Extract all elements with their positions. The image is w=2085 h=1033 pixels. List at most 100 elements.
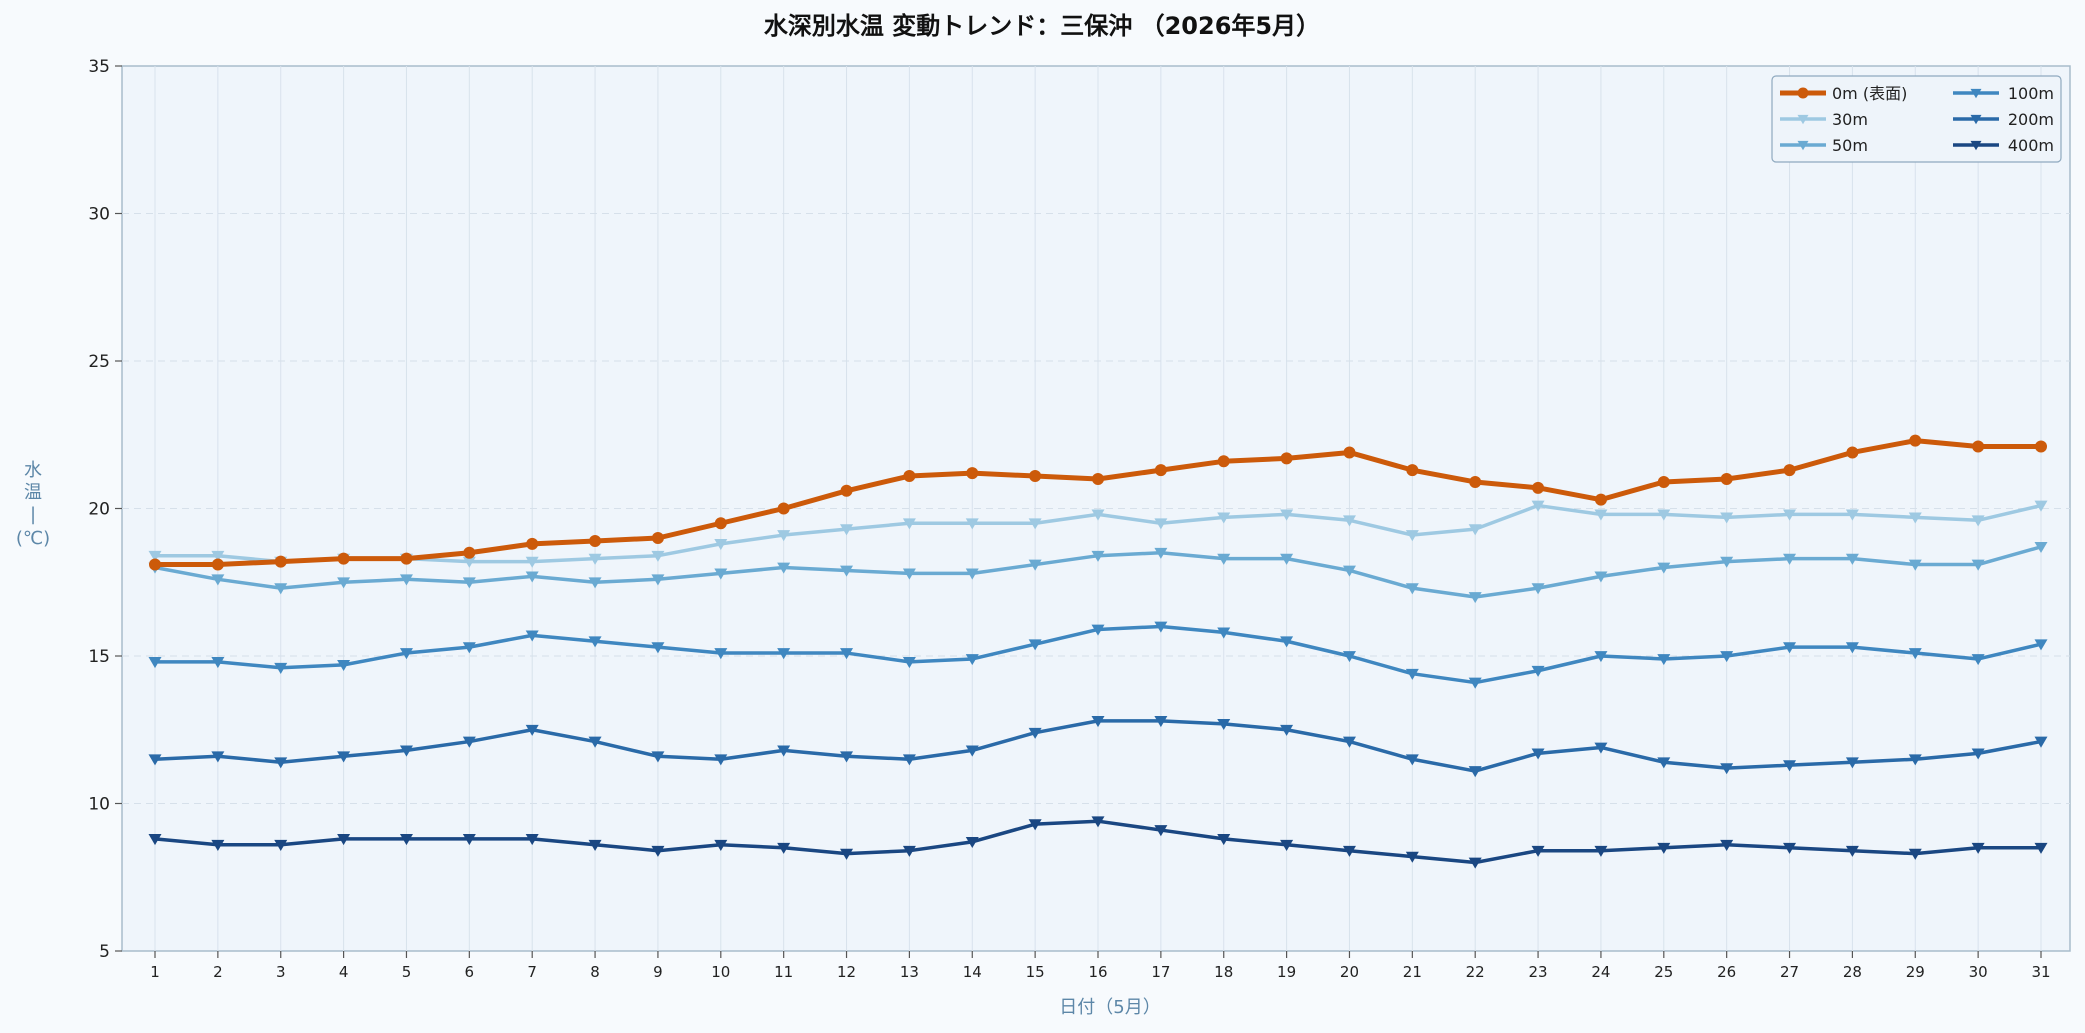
data-point bbox=[1971, 748, 1985, 760]
data-point bbox=[2034, 500, 2048, 512]
series bbox=[148, 621, 2048, 689]
y-tick-label: 35 bbox=[88, 57, 110, 77]
data-point bbox=[525, 571, 539, 583]
data-point bbox=[1280, 452, 1293, 465]
data-point bbox=[589, 534, 602, 547]
data-point bbox=[1028, 639, 1042, 651]
data-point bbox=[1531, 665, 1545, 677]
data-point bbox=[588, 636, 602, 648]
data-point bbox=[588, 577, 602, 589]
data-point bbox=[525, 834, 539, 846]
data-point bbox=[399, 745, 413, 757]
data-point bbox=[1028, 727, 1042, 739]
x-tick-label: 9 bbox=[653, 963, 663, 981]
data-point bbox=[1971, 515, 1985, 527]
x-tick-label: 25 bbox=[1654, 963, 1673, 981]
data-point bbox=[588, 839, 602, 851]
data-point bbox=[274, 555, 287, 568]
data-point bbox=[714, 568, 728, 580]
data-point bbox=[651, 532, 664, 544]
data-point bbox=[1845, 845, 1859, 857]
data-point bbox=[399, 574, 413, 586]
data-point bbox=[1783, 760, 1797, 772]
data-point bbox=[840, 484, 853, 497]
data-point bbox=[1091, 716, 1105, 728]
data-point bbox=[1091, 550, 1105, 562]
data-point bbox=[211, 839, 225, 851]
data-point bbox=[337, 577, 351, 589]
data-point bbox=[651, 845, 665, 857]
data-point bbox=[274, 662, 288, 674]
legend-label: 50m bbox=[1832, 136, 1868, 155]
data-point bbox=[1405, 754, 1419, 766]
data-point bbox=[148, 657, 162, 669]
x-tick-label: 21 bbox=[1403, 963, 1422, 981]
data-point bbox=[1797, 87, 1809, 99]
x-tick-label: 24 bbox=[1591, 963, 1610, 981]
data-point bbox=[1091, 509, 1105, 521]
data-point bbox=[777, 562, 791, 574]
x-tick-label: 19 bbox=[1277, 963, 1296, 981]
data-point bbox=[1594, 845, 1608, 857]
data-point bbox=[148, 550, 162, 562]
data-point bbox=[462, 642, 476, 654]
data-point bbox=[525, 556, 539, 568]
data-point bbox=[1468, 766, 1482, 778]
data-point bbox=[1280, 509, 1294, 521]
data-point bbox=[1406, 464, 1419, 477]
data-point bbox=[1657, 654, 1671, 666]
x-tick-label: 30 bbox=[1969, 963, 1988, 981]
data-point bbox=[274, 757, 288, 769]
data-point bbox=[1029, 470, 1042, 483]
data-point bbox=[462, 834, 476, 846]
data-point bbox=[148, 754, 162, 766]
data-point bbox=[1342, 515, 1356, 527]
data-point bbox=[1468, 524, 1482, 536]
data-point bbox=[1970, 114, 1982, 125]
data-point bbox=[1720, 839, 1734, 851]
data-point bbox=[1908, 754, 1922, 766]
y-tick-label: 20 bbox=[88, 500, 110, 520]
x-tick-label: 16 bbox=[1088, 963, 1107, 981]
data-point bbox=[777, 530, 791, 542]
data-point bbox=[2034, 736, 2048, 748]
data-point bbox=[462, 736, 476, 748]
data-point bbox=[1531, 583, 1545, 595]
data-point bbox=[1970, 140, 1982, 151]
data-point bbox=[1217, 455, 1230, 468]
data-point bbox=[1846, 446, 1859, 459]
data-point bbox=[1154, 825, 1168, 837]
legend-box bbox=[1771, 75, 2062, 163]
data-point bbox=[1908, 848, 1922, 860]
x-tick-label: 10 bbox=[711, 963, 730, 981]
chart-title: 水深別水温 変動トレンド：三保沖 （2026年5月） bbox=[764, 12, 1320, 40]
data-point bbox=[1720, 763, 1734, 775]
y-tick-label: 10 bbox=[88, 795, 110, 815]
data-point bbox=[1657, 757, 1671, 769]
data-point bbox=[1783, 642, 1797, 654]
data-point bbox=[1217, 627, 1231, 639]
legend-label: 0m (表面) bbox=[1832, 84, 1907, 103]
data-point bbox=[965, 836, 979, 849]
data-point bbox=[840, 648, 854, 660]
data-point bbox=[588, 736, 602, 748]
x-tick-label: 23 bbox=[1529, 963, 1548, 981]
x-tick-label: 3 bbox=[276, 963, 286, 981]
y-tick-label: 30 bbox=[88, 205, 110, 225]
data-point bbox=[211, 657, 225, 669]
x-tick-label: 31 bbox=[2031, 963, 2050, 981]
data-point bbox=[211, 558, 224, 571]
x-tick-label: 29 bbox=[1906, 963, 1925, 981]
x-tick-label: 5 bbox=[402, 963, 412, 981]
data-point bbox=[1154, 518, 1168, 530]
x-tick-label: 4 bbox=[339, 963, 349, 981]
data-point bbox=[1468, 857, 1482, 869]
x-tick-label: 26 bbox=[1717, 963, 1736, 981]
data-point bbox=[902, 754, 916, 766]
data-point bbox=[1908, 512, 1922, 524]
data-point bbox=[148, 834, 162, 846]
data-point bbox=[1720, 651, 1734, 663]
x-tick-label: 1 bbox=[150, 963, 160, 981]
